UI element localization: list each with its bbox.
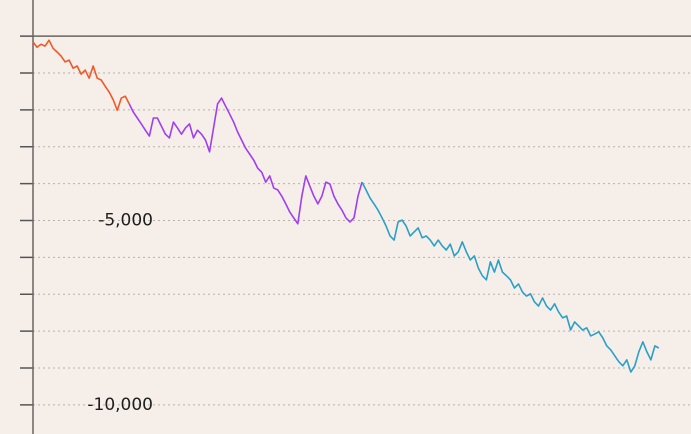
series-line xyxy=(32,39,131,112)
y-tick-label: -10,000 xyxy=(87,395,153,415)
series-line xyxy=(128,97,363,225)
series-line xyxy=(361,181,660,373)
y-tick-label: -5,000 xyxy=(98,211,153,231)
